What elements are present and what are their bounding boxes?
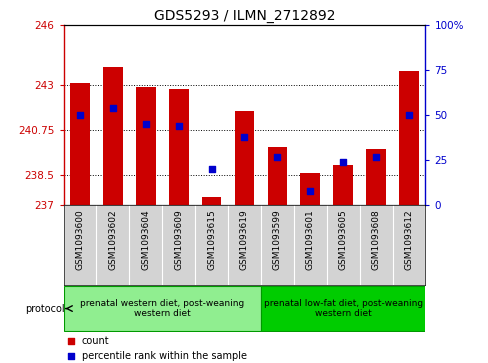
- Bar: [333, 165, 352, 205]
- Bar: [267, 147, 286, 205]
- Point: [404, 113, 412, 118]
- Point: [174, 123, 182, 129]
- Point: [76, 113, 84, 118]
- Text: GSM1093619: GSM1093619: [240, 209, 248, 270]
- Text: GSM1093608: GSM1093608: [371, 209, 380, 270]
- Point: [306, 188, 314, 193]
- Point: [67, 338, 75, 344]
- Bar: [202, 197, 221, 205]
- Bar: [300, 173, 320, 205]
- Text: protocol: protocol: [25, 303, 64, 314]
- Text: GSM1093612: GSM1093612: [404, 209, 413, 270]
- Point: [67, 353, 75, 359]
- Text: GSM1093609: GSM1093609: [174, 209, 183, 270]
- Point: [109, 105, 117, 111]
- Text: count: count: [81, 336, 109, 346]
- Point: [207, 166, 215, 172]
- Point: [273, 154, 281, 159]
- Bar: [70, 83, 90, 205]
- Text: GSM1093604: GSM1093604: [141, 209, 150, 270]
- Point: [142, 121, 149, 127]
- Bar: [366, 149, 385, 205]
- Point: [339, 159, 346, 165]
- Bar: [234, 111, 254, 205]
- Text: GSM1093599: GSM1093599: [272, 209, 281, 270]
- Bar: [136, 87, 155, 205]
- Text: GSM1093605: GSM1093605: [338, 209, 347, 270]
- Text: GSM1093601: GSM1093601: [305, 209, 314, 270]
- Point: [240, 134, 248, 140]
- Text: prenatal low-fat diet, post-weaning
western diet: prenatal low-fat diet, post-weaning west…: [263, 299, 422, 318]
- Text: GSM1093600: GSM1093600: [75, 209, 84, 270]
- Text: percentile rank within the sample: percentile rank within the sample: [81, 351, 246, 361]
- Text: prenatal western diet, post-weaning
western diet: prenatal western diet, post-weaning west…: [80, 299, 244, 318]
- Bar: [103, 68, 122, 205]
- Point: [371, 154, 379, 159]
- FancyBboxPatch shape: [261, 286, 425, 331]
- Bar: [398, 72, 418, 205]
- Text: GSM1093602: GSM1093602: [108, 209, 117, 270]
- Text: GSM1093615: GSM1093615: [207, 209, 216, 270]
- Title: GDS5293 / ILMN_2712892: GDS5293 / ILMN_2712892: [153, 9, 335, 23]
- Bar: [168, 89, 188, 205]
- FancyBboxPatch shape: [63, 286, 261, 331]
